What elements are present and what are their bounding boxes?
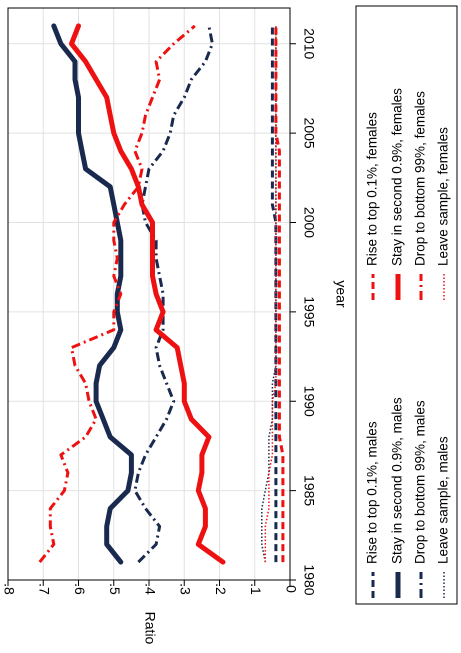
- series-line-6: [38, 24, 196, 564]
- year-tick-label-6: 2010: [301, 28, 317, 59]
- legend-label-2: Drop to bottom 99%, males: [413, 400, 428, 564]
- legend-label-1: Stay in second 0.9%, males: [390, 397, 405, 564]
- year-tick-label-0: 1980: [301, 564, 317, 595]
- year-tick-label-3: 1995: [301, 296, 317, 327]
- series-line-4: [274, 25, 285, 563]
- year-tick-label-2: 1990: [301, 386, 317, 417]
- series-line-1: [51, 23, 134, 565]
- legend-label-7: Leave sample, females: [436, 127, 451, 266]
- series-line-3: [261, 25, 277, 563]
- ratio-tick-label-4: .4: [142, 583, 158, 595]
- legend: Rise to top 0.1%, males Rise to top 0.1%,…: [355, 5, 458, 605]
- year-tick-label-5: 2005: [301, 118, 317, 149]
- y-axis-label: Ratio: [142, 612, 158, 645]
- legend-label-4: Rise to top 0.1%, females: [365, 112, 380, 266]
- legend-label-5: Stay in second 0.9%, females: [390, 88, 405, 266]
- year-tick-label-4: 2000: [301, 207, 317, 238]
- legend-label-3: Leave sample, males: [436, 436, 451, 564]
- plot-area: [7, 7, 291, 581]
- ratio-tick-label-0: 0: [283, 585, 299, 593]
- year-tick-label-1: 1985: [301, 475, 317, 506]
- ratio-tick-label-2: .2: [213, 583, 229, 595]
- ratio-tick-label-5: .5: [107, 583, 123, 595]
- x-axis-label: year: [333, 280, 349, 308]
- ratio-tick-label-3: .3: [178, 583, 194, 595]
- ratio-tick-label-8: .8: [1, 583, 17, 595]
- series-line-5: [69, 23, 226, 565]
- legend-box: [355, 5, 458, 605]
- ratio-tick-label-1: .1: [248, 583, 264, 595]
- ratio-tick-label-6: .6: [72, 583, 88, 595]
- legend-label-6: Drop to bottom 99%, females: [413, 91, 428, 266]
- axes: 0 .1 .2 .3 .4 .5 .6 .7 .8 1980 1985 1990 1995 2000 200…: [1, 28, 317, 596]
- legend-label-0: Rise to top 0.1%, males: [365, 421, 380, 564]
- ratio-tick-label-7: .7: [37, 583, 53, 595]
